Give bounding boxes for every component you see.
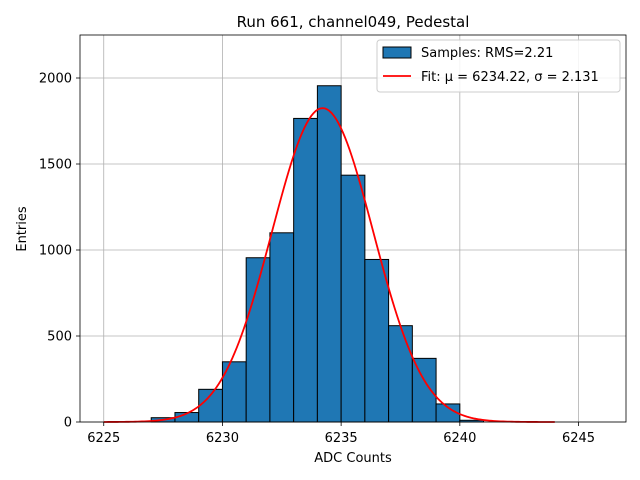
legend-histogram-swatch	[382, 46, 412, 59]
fit-layer	[103, 107, 555, 423]
y-axis-label: Entries	[15, 206, 30, 252]
histogram-bar	[411, 357, 437, 423]
y-tick-label: 0	[64, 416, 72, 431]
x-tick-label: 6230	[206, 431, 239, 446]
y-tick-label: 500	[47, 330, 72, 345]
x-axis-label: ADC Counts	[314, 451, 392, 466]
x-tick-label: 6235	[325, 431, 358, 446]
ticks-layer: 6225 6230 6235 6240 6245 0 500 1000 1500 2000	[39, 72, 595, 447]
bars-layer	[150, 85, 485, 423]
y-tick-label: 1500	[39, 158, 72, 173]
histogram-bar	[293, 117, 318, 423]
histogram-bar	[388, 325, 413, 423]
legend: Samples: RMS=2.21 Fit: μ = 6234.22, σ = …	[376, 39, 621, 93]
histogram-bar	[340, 174, 366, 423]
legend-box	[376, 39, 621, 93]
gaussian-fit-line	[103, 107, 555, 423]
histogram-bar	[364, 258, 390, 423]
x-tick-label: 6225	[87, 431, 120, 446]
histogram-bar	[269, 232, 295, 423]
legend-fit-label: Fit: μ = 6234.22, σ = 2.131	[421, 70, 599, 85]
y-tick-label: 1000	[39, 244, 72, 259]
y-tick-label: 2000	[39, 72, 72, 87]
histogram-bar	[316, 85, 342, 423]
chart-title: Run 661, channel049, Pedestal	[237, 13, 470, 31]
x-tick-label: 6245	[562, 431, 595, 446]
plot-area-frame	[79, 34, 627, 423]
legend-histogram-label: Samples: RMS=2.21	[421, 46, 553, 61]
x-tick-label: 6240	[443, 431, 476, 446]
